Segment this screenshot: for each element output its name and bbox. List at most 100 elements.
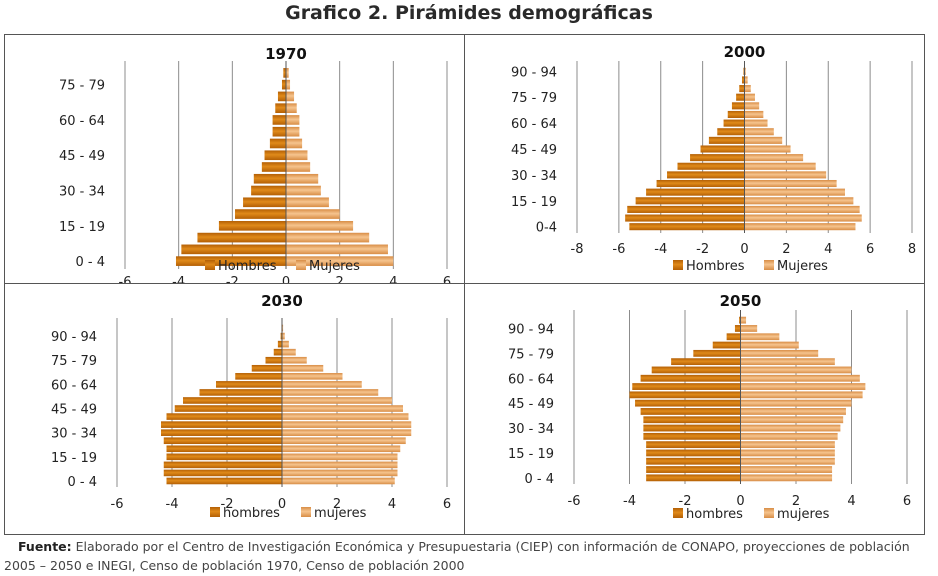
y-tick-label: 0 - 4 — [525, 472, 555, 487]
bar-mujeres-35-39 — [740, 416, 844, 424]
chart-title: 1970 — [265, 45, 307, 63]
bar-mujeres-70-74 — [744, 102, 760, 110]
bar-hombres-15-19 — [218, 221, 286, 231]
bar-hombres-80 — [283, 68, 286, 78]
bar-mujeres-90-94 — [282, 332, 285, 340]
y-tick-label: 15 - 19 — [51, 451, 97, 466]
bar-mujeres-40-44 — [286, 162, 311, 172]
bar-mujeres-10-14 — [744, 205, 860, 213]
y-tick-label: 45 - 49 — [59, 149, 105, 164]
bar-mujeres-65-69 — [282, 373, 343, 380]
bar-mujeres-0-4 — [282, 477, 395, 485]
bar-mujeres-90-94 — [744, 67, 746, 75]
legend-swatch-mujeres — [296, 260, 306, 270]
y-tick-label: 75 - 79 — [511, 91, 557, 106]
bar-mujeres-10-14 — [282, 461, 398, 469]
bar-hombres-0-4 — [166, 477, 282, 485]
x-tick-label: -2 — [221, 497, 234, 512]
bar-hombres-20-24 — [646, 188, 745, 196]
bar-hombres-70-74 — [731, 102, 745, 110]
x-tick-label: 0 — [282, 275, 290, 284]
x-tick-label: -6 — [568, 494, 581, 509]
x-tick-label: 2 — [336, 275, 344, 284]
bar-hombres-50-54 — [629, 391, 741, 399]
x-tick-label: 4 — [388, 497, 396, 512]
bar-mujeres-35-39 — [282, 421, 412, 428]
bar-hombres-60-64 — [272, 115, 286, 125]
bar-hombres-55-59 — [717, 128, 745, 136]
bar-mujeres-50-54 — [740, 391, 863, 399]
y-tick-label: 30 - 34 — [59, 185, 105, 200]
x-tick-label: 0 — [736, 494, 744, 509]
bar-hombres-50-54 — [183, 397, 282, 404]
bar-hombres-90-94 — [280, 332, 282, 340]
bar-mujeres-80-84 — [744, 85, 751, 93]
bar-mujeres-45-49 — [744, 145, 791, 153]
bar-hombres-20-24 — [235, 209, 286, 219]
x-tick-label: -4 — [166, 497, 179, 512]
x-tick-label: 8 — [908, 242, 916, 257]
bar-hombres-85-89 — [741, 76, 745, 84]
legend-label-mujeres: Mujeres — [309, 259, 360, 274]
bar-hombres-80-84 — [273, 348, 282, 356]
bar-mujeres-30-34 — [740, 424, 841, 432]
bar-hombres-5-9 — [181, 244, 286, 255]
bar-mujeres-35-39 — [286, 173, 319, 184]
bar-mujeres-50-54 — [286, 138, 303, 149]
x-tick-label: 0 — [278, 497, 286, 512]
y-tick-label: 15 - 19 — [59, 220, 105, 235]
x-tick-label: -2 — [679, 494, 692, 509]
bar-mujeres-75-79 — [740, 349, 819, 357]
bar-hombres-40-44 — [690, 154, 745, 162]
bar-mujeres-55-59 — [286, 126, 300, 137]
bar-mujeres-70-74 — [282, 364, 324, 372]
bar-mujeres-30-34 — [744, 171, 827, 179]
legend-label-hombres: Hombres — [218, 259, 277, 274]
bar-hombres-5-9 — [646, 466, 741, 473]
x-tick-label: 0 — [740, 242, 748, 257]
bar-mujeres-0-4 — [740, 474, 833, 482]
bar-mujeres-95 — [740, 316, 747, 324]
bar-mujeres-65-69 — [744, 110, 764, 119]
pyramid-2000: 2000 -8 -6 -4 -2 0 2 4 6 8 0-4 15 - 19 30 - 34 45 - 4… — [511, 43, 916, 274]
bar-mujeres-95 — [282, 324, 284, 332]
x-tick-label: -4 — [172, 275, 185, 284]
bar-hombres-65-69 — [727, 110, 745, 119]
bar-hombres-65-69 — [275, 103, 286, 113]
bar-mujeres-15-19 — [740, 449, 835, 457]
y-tick-label: 0 - 4 — [76, 255, 106, 270]
bar-mujeres-90-94 — [740, 325, 758, 332]
bar-hombres-10-14 — [646, 457, 741, 465]
bar-mujeres-20-24 — [282, 445, 401, 453]
bar-hombres-75-79 — [736, 93, 745, 101]
bar-hombres-20-24 — [166, 445, 282, 453]
bar-hombres-25-29 — [643, 432, 741, 440]
bar-hombres-35-39 — [161, 421, 282, 428]
bar-mujeres-0-4 — [286, 256, 394, 266]
bar-mujeres-10-14 — [740, 457, 835, 465]
bar-mujeres-60-64 — [282, 381, 362, 388]
bar-hombres-70-74 — [671, 358, 741, 366]
x-tick-label: 2 — [792, 494, 800, 509]
y-tick-label: 15 - 19 — [508, 447, 554, 462]
y-tick-label: 90 - 94 — [508, 322, 554, 337]
page-title: Grafico 2. Pirámides demográficas — [285, 2, 653, 24]
y-tick-label: 30 - 34 — [508, 422, 554, 437]
bar-mujeres-75-79 — [282, 356, 307, 364]
legend-label-mujeres: Mujeres — [777, 259, 828, 274]
bar-hombres-45-49 — [635, 399, 741, 407]
bar-hombres-75-79 — [265, 356, 282, 364]
bar-hombres-30-34 — [251, 185, 286, 196]
bar-mujeres-45-49 — [282, 405, 403, 412]
bar-hombres-40-44 — [166, 413, 282, 420]
bar-mujeres-20-24 — [744, 188, 845, 196]
bar-mujeres-15-19 — [286, 221, 354, 231]
source-label: Fuente: — [18, 539, 72, 554]
chart-panel-2050: 2050 -6 -4 -2 0 2 4 6 0 - 4 15 - 19 30 - 34 45 - 49… — [464, 283, 925, 535]
bar-mujeres-60-64 — [744, 119, 768, 127]
legend-label-hombres: Hombres — [686, 259, 745, 274]
bar-mujeres-25-29 — [282, 437, 406, 445]
bar-hombres-20-24 — [646, 441, 741, 449]
bar-hombres-70-74 — [251, 364, 282, 372]
bar-hombres-60-64 — [640, 374, 741, 382]
